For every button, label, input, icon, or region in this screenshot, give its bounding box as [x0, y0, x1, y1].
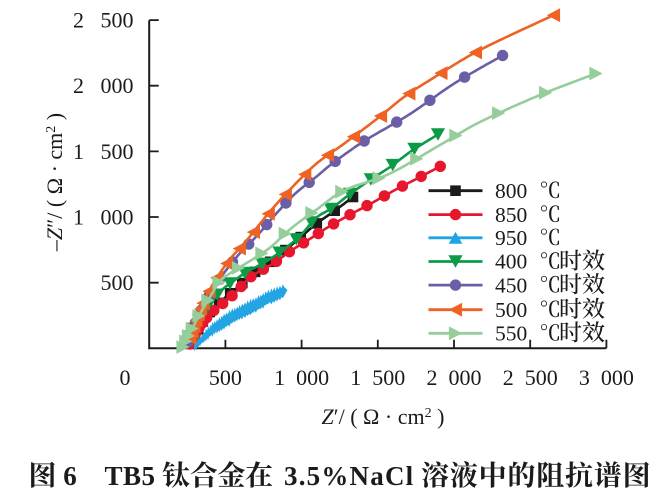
svg-text:3 000: 3 000: [579, 365, 634, 390]
svg-text:1 500: 1 500: [73, 139, 134, 164]
svg-text:950: 950: [495, 226, 527, 250]
svg-text:500: 500: [101, 270, 134, 295]
svg-text:1 000: 1 000: [274, 365, 329, 390]
svg-text:800: 800: [495, 179, 527, 203]
svg-text:400: 400: [495, 250, 527, 274]
svg-text:TB5: TB5: [105, 461, 156, 491]
svg-text:2 500: 2 500: [73, 8, 134, 33]
svg-text:–Z″/ ( Ω · cm2 ): –Z″/ ( Ω · cm2 ): [42, 113, 67, 252]
svg-text:6: 6: [63, 461, 76, 491]
svg-text:0: 0: [120, 365, 131, 390]
svg-text:500: 500: [495, 298, 527, 322]
svg-text:2 000: 2 000: [73, 73, 134, 98]
svg-text:1 500: 1 500: [350, 365, 405, 390]
svg-text:3.5%NaCl: 3.5%NaCl: [284, 461, 414, 491]
svg-text:2 500: 2 500: [503, 365, 558, 390]
svg-text:500: 500: [209, 365, 242, 390]
svg-text:1 000: 1 000: [73, 205, 134, 230]
svg-text:450: 450: [495, 273, 527, 297]
svg-text:2 000: 2 000: [427, 365, 482, 390]
svg-text:850: 850: [495, 203, 527, 227]
svg-text:550: 550: [495, 322, 527, 346]
svg-text:Z′/ ( Ω · cm2 ): Z′/ ( Ω · cm2 ): [322, 404, 445, 429]
